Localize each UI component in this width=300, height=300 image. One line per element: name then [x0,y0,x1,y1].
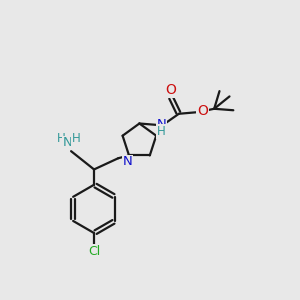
Text: O: O [197,104,208,118]
Text: H: H [157,125,166,138]
Text: O: O [165,83,176,97]
Text: H: H [57,132,66,145]
Text: H: H [72,132,81,145]
Text: Cl: Cl [88,245,100,258]
Text: N: N [63,136,72,149]
Text: N: N [123,155,132,168]
Text: N: N [156,118,166,130]
